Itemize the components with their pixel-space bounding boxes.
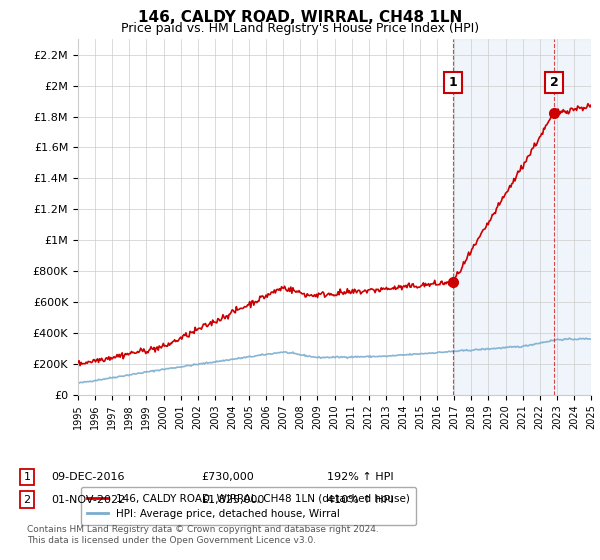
Text: Price paid vs. HM Land Registry's House Price Index (HPI): Price paid vs. HM Land Registry's House …: [121, 22, 479, 35]
Text: 1: 1: [23, 472, 31, 482]
Legend: 146, CALDY ROAD, WIRRAL, CH48 1LN (detached house), HPI: Average price, detached: 146, CALDY ROAD, WIRRAL, CH48 1LN (detac…: [80, 487, 416, 525]
Text: £1,825,000: £1,825,000: [201, 494, 265, 505]
Text: 1: 1: [449, 76, 458, 89]
Text: £730,000: £730,000: [201, 472, 254, 482]
Text: 192% ↑ HPI: 192% ↑ HPI: [327, 472, 394, 482]
Text: 09-DEC-2016: 09-DEC-2016: [51, 472, 125, 482]
Text: 146, CALDY ROAD, WIRRAL, CH48 1LN: 146, CALDY ROAD, WIRRAL, CH48 1LN: [138, 10, 462, 25]
Text: Contains HM Land Registry data © Crown copyright and database right 2024.
This d: Contains HM Land Registry data © Crown c…: [27, 525, 379, 545]
Text: 410% ↑ HPI: 410% ↑ HPI: [327, 494, 394, 505]
Text: 01-NOV-2022: 01-NOV-2022: [51, 494, 125, 505]
Text: 2: 2: [550, 76, 558, 89]
Text: 2: 2: [23, 494, 31, 505]
Bar: [453, 39, 591, 395]
